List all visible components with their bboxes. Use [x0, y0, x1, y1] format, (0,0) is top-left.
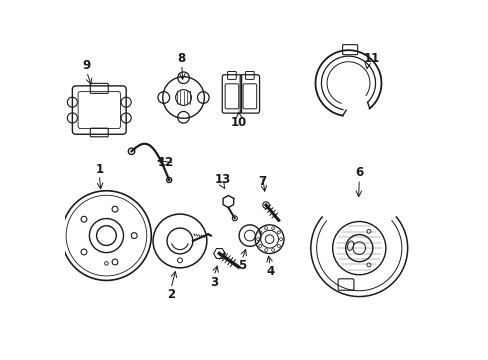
Text: 13: 13	[214, 173, 231, 186]
Text: 2: 2	[166, 288, 175, 301]
Text: 1: 1	[95, 163, 103, 176]
Text: 11: 11	[363, 52, 379, 65]
Text: 3: 3	[209, 276, 218, 289]
Text: 9: 9	[82, 59, 91, 72]
Text: 7: 7	[258, 175, 266, 188]
Text: 8: 8	[177, 51, 185, 64]
Text: 12: 12	[157, 156, 173, 169]
Text: 4: 4	[265, 265, 274, 278]
Text: 10: 10	[230, 116, 247, 129]
Text: 6: 6	[354, 166, 363, 179]
Text: 5: 5	[237, 259, 245, 272]
